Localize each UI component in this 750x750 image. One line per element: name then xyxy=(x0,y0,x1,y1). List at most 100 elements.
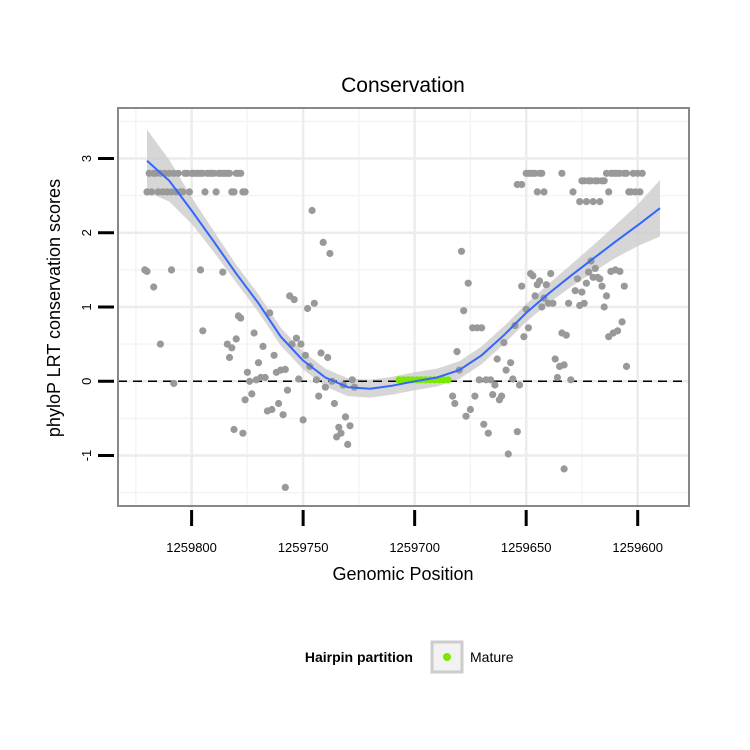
score-point xyxy=(346,422,354,430)
score-point xyxy=(560,465,568,473)
score-point xyxy=(312,376,321,384)
score-point xyxy=(292,334,300,342)
x-tick-label: 1259750 xyxy=(278,540,329,555)
score-point xyxy=(337,429,345,437)
score-point xyxy=(464,279,472,287)
score-point xyxy=(268,405,276,414)
score-point xyxy=(571,287,579,295)
score-point xyxy=(622,169,631,177)
score-point xyxy=(326,249,334,258)
score-point xyxy=(319,238,327,246)
score-point xyxy=(616,267,624,275)
score-points xyxy=(141,169,646,491)
score-point xyxy=(246,377,254,385)
score-point xyxy=(196,266,205,274)
score-point xyxy=(480,420,488,428)
score-point xyxy=(509,375,517,383)
score-point xyxy=(348,376,356,384)
score-point xyxy=(248,390,256,398)
score-point xyxy=(513,428,521,436)
score-point xyxy=(524,324,533,332)
x-tick-label: 1259800 xyxy=(166,540,217,555)
mature-points xyxy=(395,376,452,384)
score-point xyxy=(250,329,258,337)
score-point xyxy=(225,353,234,362)
score-point xyxy=(551,355,559,363)
mature-point xyxy=(444,376,452,384)
score-point xyxy=(212,188,220,196)
score-point xyxy=(573,275,582,283)
legend-key-mature-icon xyxy=(443,653,451,661)
score-point xyxy=(511,322,519,330)
score-point xyxy=(466,405,474,414)
score-point xyxy=(237,314,245,322)
score-point xyxy=(538,303,546,311)
score-point xyxy=(241,188,249,196)
score-point xyxy=(489,391,497,399)
legend-title: Hairpin partition xyxy=(305,649,413,665)
score-point xyxy=(457,247,466,255)
score-point xyxy=(475,376,483,384)
legend-label-mature: Mature xyxy=(470,649,514,665)
score-point xyxy=(638,169,646,177)
score-point xyxy=(504,450,512,458)
score-point xyxy=(147,188,156,196)
score-point xyxy=(259,342,267,350)
chart-title: Conservation xyxy=(341,74,465,97)
y-axis-title: phyloP LRT conservation scores xyxy=(44,179,64,437)
score-point xyxy=(582,198,591,206)
score-point xyxy=(453,348,461,356)
score-point xyxy=(553,373,562,382)
score-point xyxy=(549,299,557,307)
score-point xyxy=(620,282,628,290)
confidence-ribbon xyxy=(147,129,660,398)
score-point xyxy=(228,344,236,352)
score-point xyxy=(533,188,541,196)
score-point xyxy=(297,340,305,348)
score-point xyxy=(225,169,234,177)
score-point xyxy=(589,198,597,206)
x-axis-title: Genomic Position xyxy=(332,564,473,584)
score-point xyxy=(562,331,570,339)
score-point xyxy=(596,198,604,206)
score-point xyxy=(538,169,546,177)
score-point xyxy=(321,383,329,391)
score-point xyxy=(232,335,240,343)
score-point xyxy=(491,381,499,389)
score-point xyxy=(341,413,350,421)
y-tick-label: 2 xyxy=(79,229,94,236)
score-point xyxy=(317,349,325,357)
y-tick-label: -1 xyxy=(79,450,94,462)
score-point xyxy=(462,412,470,420)
score-point xyxy=(547,270,555,278)
score-point xyxy=(600,177,608,185)
score-point xyxy=(295,375,303,383)
score-point xyxy=(281,483,289,491)
smooth-trend-line xyxy=(146,159,661,390)
score-point xyxy=(542,281,550,289)
score-point xyxy=(344,440,352,448)
score-point xyxy=(150,283,158,291)
score-point xyxy=(502,366,510,374)
score-point xyxy=(531,292,539,300)
score-point xyxy=(585,268,593,276)
score-point xyxy=(230,188,238,196)
score-point xyxy=(636,188,644,196)
score-point xyxy=(565,299,573,307)
score-point xyxy=(304,304,312,313)
score-point xyxy=(567,376,575,384)
score-point xyxy=(605,188,613,196)
score-point xyxy=(576,198,584,206)
score-point xyxy=(460,307,468,315)
score-point xyxy=(299,416,307,424)
score-point xyxy=(279,411,287,419)
score-point xyxy=(290,296,298,304)
score-point xyxy=(199,327,207,335)
y-tick-label: 3 xyxy=(79,155,94,162)
score-point xyxy=(560,361,568,369)
score-point xyxy=(569,188,577,196)
score-point xyxy=(578,288,586,296)
score-point xyxy=(614,327,622,335)
score-point xyxy=(486,376,495,384)
score-point xyxy=(591,264,599,272)
